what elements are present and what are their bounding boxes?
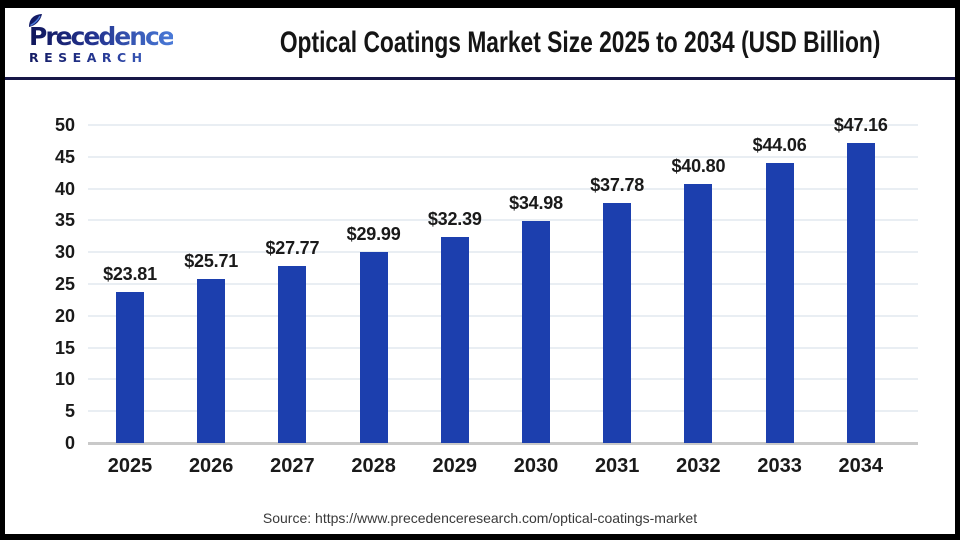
bar [116, 291, 144, 443]
y-tick-label: 20 [54, 305, 75, 326]
y-tick-label: 35 [54, 210, 75, 231]
bar [765, 162, 794, 443]
bar [197, 279, 226, 443]
bar [684, 183, 713, 443]
bar-value-label: $47.16 [833, 115, 888, 136]
bar-value-label: $29.99 [346, 224, 401, 245]
y-tick-label: 50 [54, 115, 75, 135]
gridline [88, 378, 918, 381]
logo-wordmark: Precedence [29, 22, 175, 52]
y-tick-label: 10 [54, 369, 75, 390]
x-tick-label: 2033 [757, 455, 802, 477]
x-tick-label: 2028 [351, 455, 396, 477]
bar-value-label: $37.78 [590, 174, 645, 195]
bar-value-label: $25.71 [184, 251, 239, 272]
x-tick-label: 2034 [838, 455, 884, 477]
precedence-research-logo: Precedence RESEARCH [29, 14, 185, 65]
source-text: Source: https://www.precedenceresearch.c… [262, 510, 698, 526]
logo-subtext: RESEARCH [29, 52, 185, 65]
gridline [88, 124, 918, 126]
y-tick-label: 40 [54, 178, 75, 199]
bar [359, 252, 388, 443]
bar [846, 143, 875, 443]
x-tick-label: 2026 [188, 455, 234, 477]
bar [278, 266, 307, 443]
bar [522, 220, 550, 443]
gridline [88, 410, 918, 413]
logo-wordmark-row: Precedence [29, 14, 175, 52]
gridline [88, 283, 918, 285]
header: Precedence RESEARCH Optical Coatings Mar… [5, 8, 955, 80]
gridline [88, 219, 918, 222]
x-tick-label: 2032 [676, 455, 721, 477]
bar [603, 202, 632, 443]
y-tick-label: 5 [64, 401, 75, 422]
title-container: Optical Coatings Market Size 2025 to 203… [185, 25, 955, 60]
y-tick-label: 45 [54, 146, 75, 167]
gridline [88, 251, 918, 254]
bar-value-label: $44.06 [752, 134, 807, 155]
x-tick-label: 2031 [594, 455, 640, 477]
x-tick-label: 2027 [270, 455, 315, 477]
bar-value-label: $40.80 [671, 155, 726, 176]
chart-title: Optical Coatings Market Size 2025 to 203… [279, 25, 881, 59]
bar-value-label: $27.77 [265, 238, 320, 259]
gridline [88, 155, 918, 158]
bar-value-label: $23.81 [103, 263, 157, 284]
x-tick-label: 2029 [432, 455, 478, 477]
y-tick-label: 0 [64, 433, 75, 453]
bar [440, 236, 469, 443]
x-axis-line [88, 442, 918, 445]
y-tick-label: 15 [54, 337, 75, 358]
x-tick-label: 2025 [107, 455, 153, 477]
y-tick-label: 25 [54, 274, 75, 294]
bar-value-label: $34.98 [509, 192, 563, 213]
gridline [88, 187, 918, 190]
leaf-icon [29, 14, 42, 28]
x-tick-label: 2030 [513, 455, 559, 477]
y-tick-label: 30 [54, 242, 75, 263]
bar-value-label: $32.39 [427, 208, 482, 229]
gridline [88, 346, 918, 349]
gridline [88, 314, 918, 317]
bar-chart: 0 5 10 15 20 25 30 35 40 45 50 $23.81 2025 $25.71 2026… [5, 80, 955, 534]
